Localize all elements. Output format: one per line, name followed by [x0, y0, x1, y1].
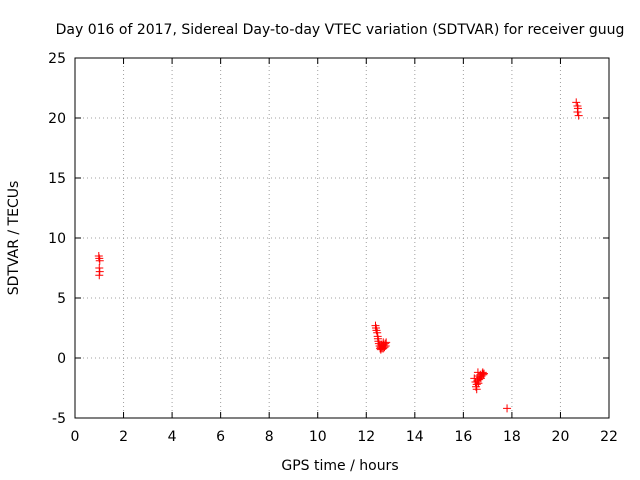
x-tick-label: 22	[600, 429, 618, 445]
data-point	[379, 344, 388, 353]
data-point	[573, 108, 582, 116]
data-point	[479, 369, 488, 378]
data-point	[95, 271, 104, 280]
grid	[75, 58, 609, 418]
data-point	[503, 404, 512, 413]
x-tick-label: 10	[309, 429, 327, 445]
x-tick-label: 14	[406, 429, 424, 445]
data-point	[382, 338, 391, 347]
x-tick-label: 8	[265, 429, 274, 445]
y-tick-label: 5	[57, 291, 66, 307]
x-tick-label: 18	[503, 429, 521, 445]
chart-title: Day 016 of 2017, Sidereal Day-to-day VTE…	[56, 22, 625, 38]
x-tick-label: 0	[71, 429, 80, 445]
data-points	[94, 98, 583, 413]
data-point	[572, 98, 581, 107]
y-tick-label: -5	[52, 411, 66, 427]
data-point	[472, 380, 481, 389]
y-tick-label: 15	[48, 171, 66, 187]
x-tick-label: 20	[552, 429, 570, 445]
x-tick-label: 2	[119, 429, 128, 445]
y-tick-label: 25	[48, 51, 66, 67]
data-point	[474, 379, 483, 388]
data-point	[473, 368, 482, 377]
x-tick-label: 12	[357, 429, 375, 445]
axis-ticks: 0 2 4 6 8 10 12 14 16 18 20 22 -5 0 5 10 15 20 25	[48, 51, 618, 445]
y-tick-label: 10	[48, 231, 66, 247]
x-axis-label: GPS time / hours	[281, 458, 398, 474]
x-tick-label: 6	[216, 429, 225, 445]
x-tick-label: 16	[454, 429, 472, 445]
y-axis-label: SDTVAR / TECUs	[6, 181, 22, 296]
y-tick-label: 20	[48, 111, 66, 127]
data-point	[95, 256, 104, 265]
data-point	[574, 111, 583, 120]
y-tick-label: 0	[57, 351, 66, 367]
data-point	[479, 370, 488, 379]
x-tick-label: 4	[168, 429, 177, 445]
